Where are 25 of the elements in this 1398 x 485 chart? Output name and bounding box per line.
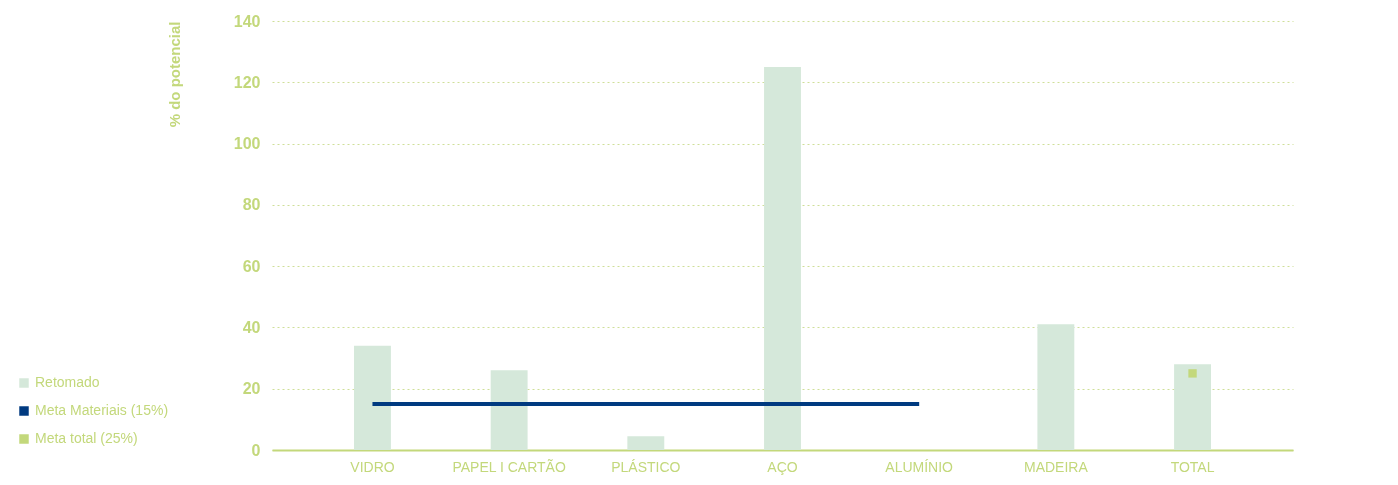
- y-tick-label: 80: [242, 196, 261, 214]
- bar: [1174, 364, 1211, 450]
- x-tick-label: PAPEL I CARTÃO: [452, 458, 566, 475]
- legend-label: Meta total (25%): [35, 430, 138, 446]
- y-tick-label: 40: [242, 318, 261, 336]
- x-tick-label: VIDRO: [350, 458, 395, 475]
- bar: [354, 345, 391, 450]
- legend-label: Retomado: [35, 374, 100, 390]
- y-tick-label: 140: [233, 12, 261, 30]
- y-tick-label: 0: [251, 441, 261, 459]
- x-tick-label: MADEIRA: [1023, 458, 1089, 475]
- bar: [1037, 324, 1075, 450]
- bar: [764, 66, 801, 450]
- y-axis-title: % do potencial: [165, 21, 183, 128]
- bar: [627, 436, 665, 450]
- x-tick-label: PLÁSTICO: [611, 458, 681, 475]
- x-tick-label: TOTAL: [1170, 458, 1215, 475]
- y-tick-label: 60: [242, 257, 261, 275]
- x-tick-label: AÇO: [767, 458, 798, 475]
- y-tick-label: 20: [242, 380, 261, 398]
- x-tick-label: ALUMÍNIO: [885, 458, 954, 475]
- y-tick-label: 120: [233, 73, 261, 91]
- y-tick-label: 100: [233, 135, 261, 153]
- bar: [490, 370, 528, 450]
- legend-label: Meta Materiais (15%): [35, 402, 169, 418]
